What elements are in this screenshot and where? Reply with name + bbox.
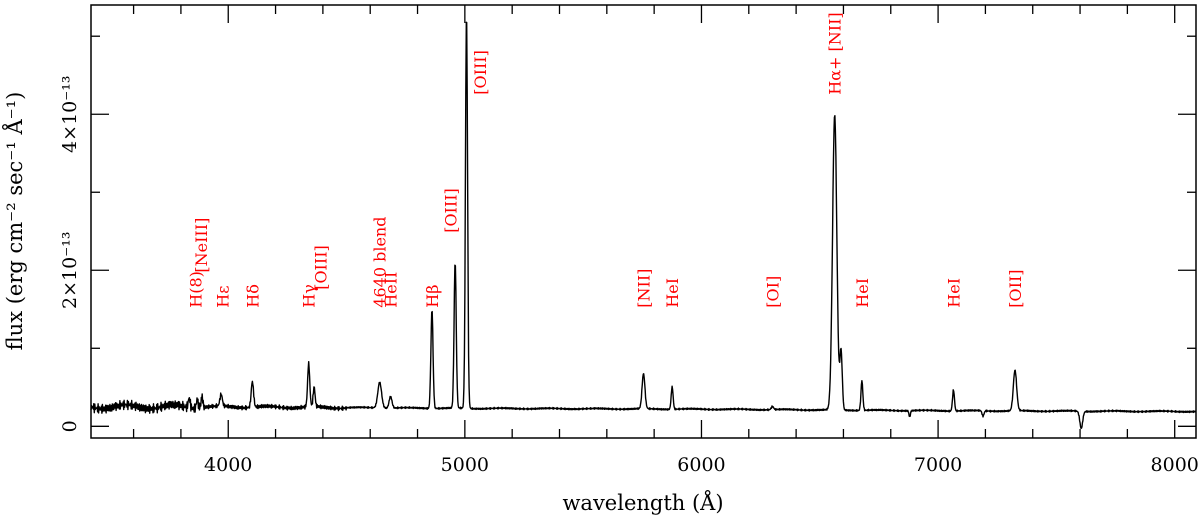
plot-frame [90,4,1197,439]
line-label: [NeIII] [192,218,211,273]
line-label: Hγ [300,284,319,308]
x-tick-label: 8000 [1151,454,1199,476]
series-line-spectrum [90,21,1197,429]
line-label: Hα+ [NII] [826,12,845,94]
x-tick-label: 7000 [914,454,962,476]
y-axis-title: flux (erg cm⁻² sec⁻¹ Å⁻¹) [2,92,27,351]
x-axis-title: wavelength (Å) [562,490,723,515]
y-tick-label: 0 [59,420,81,432]
y-tick-label: 4×10⁻¹³ [59,75,81,152]
x-tick-label: 4000 [204,454,252,476]
line-label: Hδ [243,284,262,308]
x-tick-label: 5000 [441,454,489,476]
line-label: Hβ [423,284,442,307]
axis-tick-labels: 4000 5000 6000 7000 8000 0 2×10⁻¹³ 4×10⁻¹³ [59,75,1199,476]
line-label: [NII] [635,269,654,308]
y-tick-label: 2×10⁻¹³ [59,232,81,309]
x-tick-label: 6000 [677,454,725,476]
line-label: 4640 blend [371,217,390,308]
line-label: HeI [853,278,872,308]
line-label: HeI [663,278,682,308]
line-label: Hε [213,285,232,307]
axis-ticks [91,5,1196,438]
line-label: [OII] [1006,269,1025,307]
line-label: HeII [381,272,400,308]
line-label: H(8) [187,271,206,308]
line-label: [OIII] [442,188,461,233]
line-label: [OIII] [312,245,331,290]
line-label: HeI [945,278,964,308]
line-label: [OI] [764,276,783,308]
line-label: [OIII] [471,50,490,95]
